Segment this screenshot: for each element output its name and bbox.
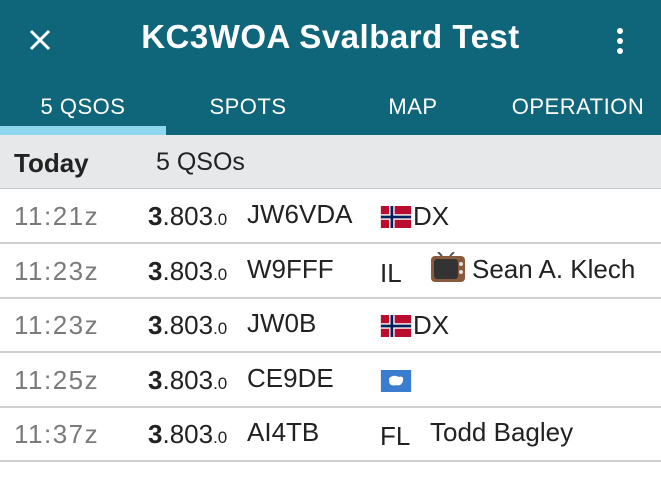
callsign: CE9DE	[247, 362, 334, 393]
frequency-khz: .803	[162, 310, 214, 340]
frequency: 3.803.0	[148, 419, 227, 450]
frequency: 3.803.0	[148, 256, 227, 287]
frequency-khz: .803	[162, 255, 214, 286]
frequency-khz: .803	[162, 364, 214, 395]
flag-icon	[380, 315, 412, 342]
qso-count: 5 QSOs	[156, 148, 245, 176]
frequency: 3.803.0	[148, 310, 227, 341]
frequency-hz: .0	[213, 319, 228, 338]
tab-indicator	[0, 126, 166, 135]
day-label: Today	[14, 148, 89, 178]
entity: DX	[413, 201, 450, 231]
time: 11:23z	[14, 255, 100, 286]
time: 11:21z	[14, 201, 100, 231]
tv-icon	[430, 250, 466, 291]
tab[interactable]: MAP	[388, 94, 438, 119]
frequency-hz: .0	[213, 428, 228, 447]
frequency: 3.803.0	[148, 201, 227, 232]
close-button[interactable]	[28, 28, 52, 52]
frequency-mhz: 3	[148, 310, 163, 340]
callsign: JW0B	[247, 308, 317, 338]
tab[interactable]: SPOTS	[209, 94, 287, 119]
state: IL	[380, 257, 402, 288]
frequency-hz: .0	[213, 210, 228, 229]
qso-row[interactable]: 11:23z 3.803.0 JW0B DX	[0, 297, 661, 353]
tab[interactable]: OPERATION	[511, 94, 645, 119]
qso-row[interactable]: 11:23z 3.803.0 W9FFF IL Sean A. Klech	[0, 243, 661, 299]
qso-row[interactable]: 11:37z 3.803.0 AI4TB FL Todd Bagley	[0, 406, 661, 462]
time: 11:25z	[14, 364, 100, 395]
app-bar: KC3WOA Svalbard Test 5 QSOS SPOTS MAP OP…	[0, 0, 661, 135]
time: 11:23z	[14, 310, 100, 340]
frequency-mhz: 3	[148, 364, 163, 395]
state: FL	[380, 421, 411, 451]
menu-button[interactable]	[614, 26, 626, 56]
flag-icon	[380, 369, 412, 397]
entity: DX	[413, 310, 450, 340]
frequency-khz: .803	[162, 201, 214, 231]
frequency-mhz: 3	[148, 201, 163, 231]
frequency-mhz: 3	[148, 255, 163, 286]
time: 11:37z	[14, 419, 100, 449]
frequency-hz: .0	[213, 264, 228, 284]
frequency-khz: .803	[162, 419, 214, 449]
callsign: AI4TB	[247, 417, 320, 447]
title: KC3WOA Svalbard Test	[141, 18, 520, 55]
callsign: W9FFF	[247, 253, 334, 284]
summary-row: Today 5 QSOs	[0, 135, 661, 189]
frequency-mhz: 3	[148, 419, 163, 449]
operator-name: Todd Bagley	[430, 417, 574, 447]
frequency: 3.803.0	[148, 365, 227, 396]
tab[interactable]: 5 QSOS	[40, 94, 126, 119]
qso-row[interactable]: 11:21z 3.803.0 JW6VDA DX	[0, 188, 661, 244]
operator-name: Sean A. Klech	[472, 253, 636, 284]
callsign: JW6VDA	[247, 199, 353, 229]
flag-icon	[380, 206, 412, 233]
frequency-hz: .0	[213, 373, 228, 393]
qso-row[interactable]: 11:25z 3.803.0 CE9DE	[0, 352, 661, 408]
